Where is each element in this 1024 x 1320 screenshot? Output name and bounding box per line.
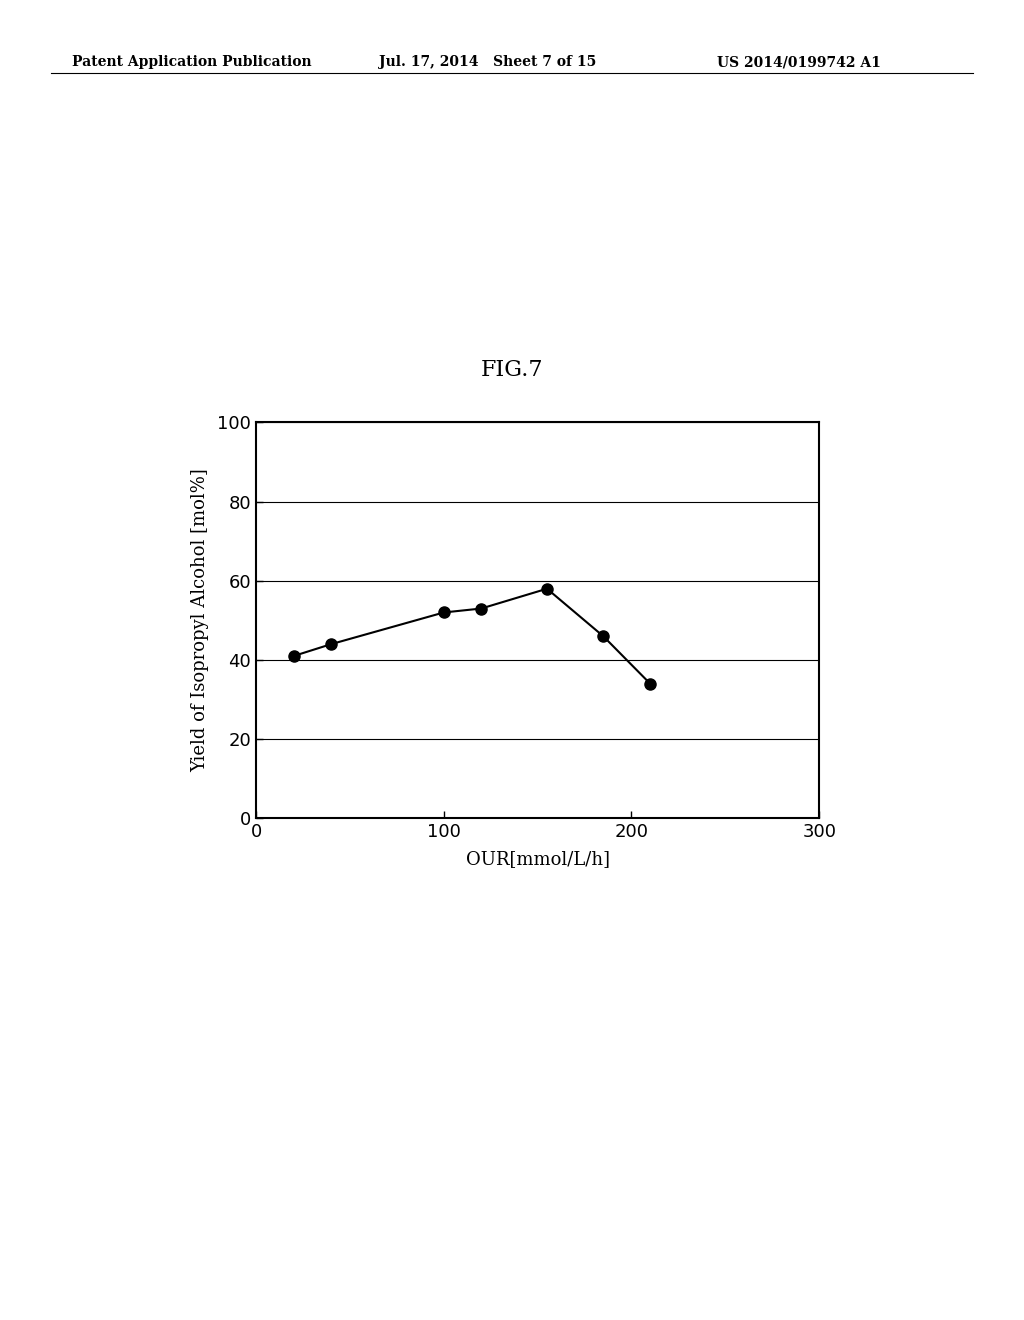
Text: US 2014/0199742 A1: US 2014/0199742 A1 <box>717 55 881 70</box>
Text: Jul. 17, 2014   Sheet 7 of 15: Jul. 17, 2014 Sheet 7 of 15 <box>379 55 596 70</box>
X-axis label: OUR[mmol/L/h]: OUR[mmol/L/h] <box>466 850 609 867</box>
Text: Patent Application Publication: Patent Application Publication <box>72 55 311 70</box>
Y-axis label: Yield of Isopropyl Alcohol [mol%]: Yield of Isopropyl Alcohol [mol%] <box>190 469 209 772</box>
Text: FIG.7: FIG.7 <box>480 359 544 380</box>
